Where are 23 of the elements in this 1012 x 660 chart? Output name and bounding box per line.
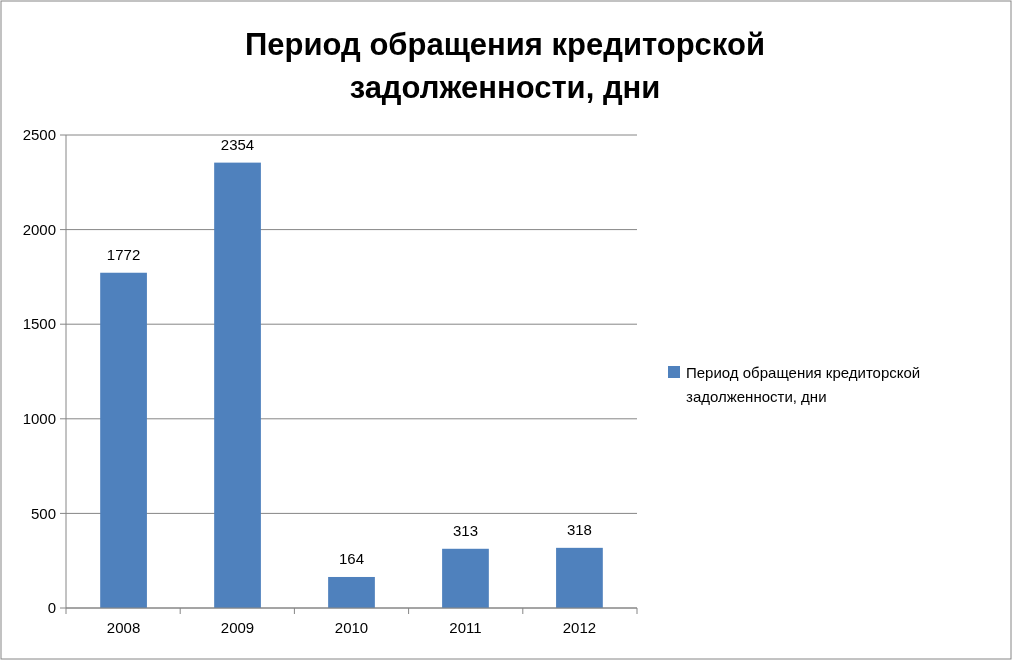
- data-label: 164: [338, 549, 365, 567]
- x-tick-label: 2008: [106, 619, 141, 636]
- y-tick-label: 1500: [22, 315, 56, 333]
- chart-title: Период обращения кредиторской задолженности, дни: [245, 27, 765, 105]
- bar: [214, 162, 261, 608]
- y-tick-label: 2500: [22, 126, 56, 144]
- bar: [328, 576, 375, 608]
- y-tick-label: 2000: [22, 220, 56, 238]
- bar: [100, 272, 147, 608]
- bar: [442, 548, 489, 608]
- legend-label: Период обращения кредиторской задолженности, дни: [686, 364, 921, 405]
- y-tick-label: 1000: [22, 410, 56, 428]
- data-label: 318: [566, 520, 592, 538]
- x-tick-label: 2012: [562, 619, 597, 636]
- x-tick-label: 2010: [334, 619, 369, 636]
- data-label: 313: [452, 521, 478, 539]
- y-tick-label: 0: [47, 599, 56, 617]
- bar: [556, 547, 603, 608]
- data-label: 1772: [106, 245, 141, 263]
- x-tick-label: 2009: [220, 619, 255, 636]
- y-tick-label: 500: [30, 504, 56, 522]
- x-tick-label: 2011: [449, 619, 482, 636]
- data-label: 2354: [220, 135, 255, 153]
